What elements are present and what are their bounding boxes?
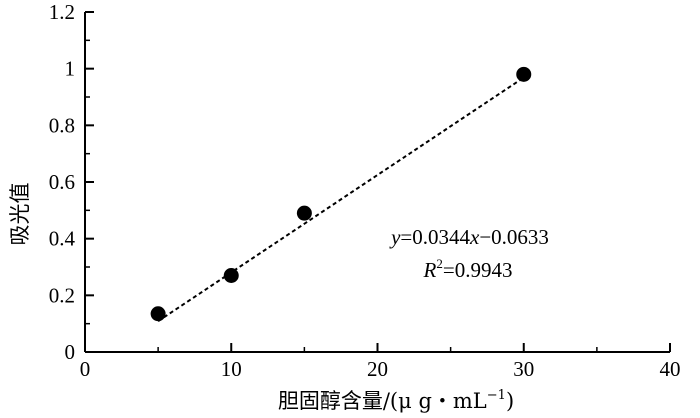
r-squared-sup: 2 [436,256,443,271]
y-tick-label: 1.2 [49,0,75,24]
data-point [296,205,312,221]
y-tick-label: 0.2 [49,283,75,307]
regression-equation: y=0.0344x−0.0633 [389,225,549,249]
axes [84,12,670,353]
y-tick-label: 1 [65,57,76,81]
r-squared-r: R [423,258,437,282]
y-tick-label: 0 [65,340,76,364]
x-tick-label: 30 [513,357,534,381]
y-axis-title: 吸光值 [8,183,32,246]
r-squared-value: =0.9943 [443,258,513,282]
trendline [157,76,525,323]
equation-x: x [469,225,480,249]
y-tick-label: 0.4 [49,227,76,251]
equation-intercept: −0.0633 [479,225,549,249]
r-squared-label: R2=0.9943 [423,256,513,282]
x-axis-title-close: ) [506,389,514,413]
tick-marks [84,11,671,353]
x-tick-label: 10 [221,357,242,381]
equation-slope: =0.0344 [400,225,470,249]
data-point [223,268,239,283]
x-axis-title: 胆固醇含量/(μ g・mL−1) [278,388,514,413]
equation-y: y [389,225,401,249]
data-point [150,306,166,322]
y-tick-label: 0.8 [49,113,75,137]
tick-labels: 0 0.2 0.4 0.6 0.8 1 1.2 0 10 20 30 40 [49,0,681,381]
data-points [150,66,532,322]
y-tick-label: 0.6 [49,170,75,194]
x-axis-title-superscript: −1 [487,388,506,403]
x-tick-label: 20 [367,357,388,381]
x-tick-label: 40 [660,357,681,381]
data-point [516,66,532,82]
x-axis-title-main: 胆固醇含量/(μ g・mL [278,389,487,413]
x-tick-label: 0 [80,357,91,381]
trendline-group [157,76,525,323]
